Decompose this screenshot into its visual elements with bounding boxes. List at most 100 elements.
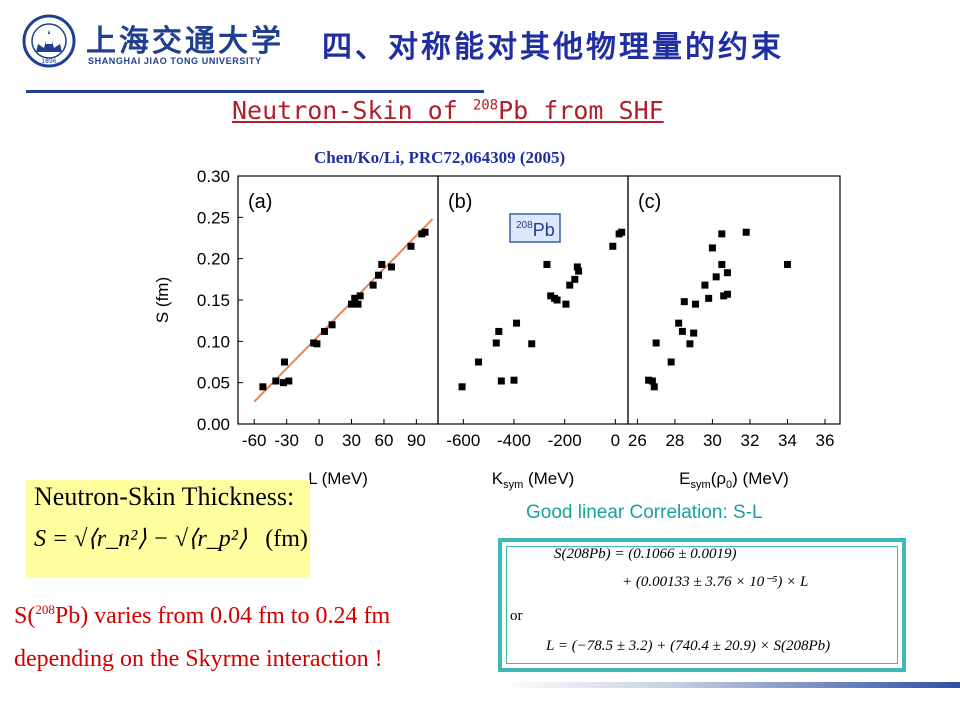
x-label-rest: ) (MeV) xyxy=(732,469,789,488)
data-point xyxy=(407,242,415,250)
varies-post: Pb) varies from 0.04 fm to 0.24 fm xyxy=(54,603,391,629)
y-tick-label: 0.10 xyxy=(197,332,230,351)
footer-rule xyxy=(0,682,960,688)
x-label-rest: (MeV) xyxy=(523,469,574,488)
x-tick-label: 26 xyxy=(628,431,647,450)
variation-statement-line1: S(208Pb) varies from 0.04 fm to 0.24 fm xyxy=(14,602,390,630)
fit-equation-box: S(208Pb) = (0.1066 ± 0.0019) + (0.00133 … xyxy=(498,538,906,672)
skin-equation-unit: (fm) xyxy=(265,526,308,552)
x-tick-label: 0 xyxy=(314,431,323,450)
panel-label: (c) xyxy=(638,191,661,213)
data-point xyxy=(573,263,581,271)
x-tick-label: 30 xyxy=(703,431,722,450)
y-tick-label: 0.05 xyxy=(197,374,230,393)
inset-label-rest: Pb xyxy=(533,220,555,240)
university-emblem-icon: 1896 xyxy=(22,14,76,68)
x-tick-label: 60 xyxy=(374,431,393,450)
data-point xyxy=(645,376,653,384)
data-point xyxy=(421,228,429,236)
data-point xyxy=(650,383,658,391)
data-point xyxy=(272,377,280,385)
data-point xyxy=(690,329,698,337)
x-tick-label: -600 xyxy=(446,431,480,450)
subtitle-pre: Neutron-Skin of xyxy=(232,96,473,125)
data-point xyxy=(652,339,660,347)
y-tick-label: 0.00 xyxy=(197,415,230,434)
x-axis-label: Esym(ρ0) (MeV) xyxy=(679,469,789,491)
y-axis-label: S (fm) xyxy=(153,277,172,323)
data-point xyxy=(378,260,386,268)
logo-year: 1896 xyxy=(41,58,56,65)
x-tick-label: 90 xyxy=(407,431,426,450)
data-point xyxy=(354,300,362,308)
x-tick-label: 0 xyxy=(611,431,620,450)
panel-label: (a) xyxy=(248,191,272,213)
data-point xyxy=(285,377,293,385)
data-point xyxy=(675,319,683,327)
data-point xyxy=(375,271,383,279)
fit-equation-line1: S(208Pb) = (0.1066 ± 0.0019) xyxy=(554,546,737,562)
inset-label: 208Pb xyxy=(516,220,555,240)
data-point xyxy=(667,358,675,366)
data-point xyxy=(723,290,731,298)
x-tick-label: -400 xyxy=(497,431,531,450)
university-name-chinese: 上海交通大学 xyxy=(86,24,284,59)
x-label-sub: sym xyxy=(691,479,711,491)
skin-thickness-definition-box: Neutron-Skin Thickness: S = √⟨r_n²⟩ − √⟨… xyxy=(26,480,310,578)
panel-frame xyxy=(437,175,629,425)
data-point xyxy=(708,244,716,252)
skin-thickness-equation: S = √⟨r_n²⟩ − √⟨r_p²⟩ (fm) xyxy=(34,524,308,553)
data-point xyxy=(553,296,561,304)
skin-thickness-title: Neutron-Skin Thickness: xyxy=(34,482,295,511)
data-point xyxy=(513,319,521,327)
x-label-sub: sym xyxy=(503,479,523,491)
linear-fit-line xyxy=(253,218,434,403)
panel-1: -60 -30 0 30 60 90 (a) L (MeV) 0.00 0.05 0.10 0.15 0… xyxy=(153,167,439,488)
variation-statement-line2: depending on the Skyrme interaction ! xyxy=(14,646,383,672)
correlation-caption: Good linear Correlation: S-L xyxy=(526,502,763,523)
data-point xyxy=(680,298,688,306)
data-point xyxy=(720,292,728,300)
x-tick-label: -30 xyxy=(274,431,299,450)
data-point xyxy=(458,383,466,391)
header-divider xyxy=(26,90,484,93)
data-point xyxy=(783,260,791,268)
fit-or-label: or xyxy=(510,608,523,624)
data-point xyxy=(388,263,396,271)
data-point xyxy=(686,340,694,348)
university-name-english: SHANGHAI JIAO TONG UNIVERSITY xyxy=(88,56,262,66)
data-point xyxy=(571,275,579,283)
data-point xyxy=(351,294,359,302)
subtitle-post: Pb from SHF xyxy=(498,96,664,125)
x-tick-label: -60 xyxy=(242,431,267,450)
slide-subtitle: Neutron-Skin of 208Pb from SHF xyxy=(232,96,664,125)
varies-pre: S( xyxy=(14,603,36,629)
inset-label-sup: 208 xyxy=(516,220,533,231)
data-point xyxy=(492,339,500,347)
data-point xyxy=(705,294,713,302)
data-point xyxy=(279,379,287,387)
panel-3: 26 28 30 32 34 36 (c) Esym(ρ0) (MeV) xyxy=(627,175,841,491)
panel-label: (b) xyxy=(448,191,472,213)
x-tick-label: 30 xyxy=(342,431,361,450)
data-point xyxy=(369,281,377,289)
y-tick-label: 0.25 xyxy=(197,208,230,227)
data-point xyxy=(723,269,731,277)
data-point xyxy=(718,260,726,268)
data-point xyxy=(566,281,574,289)
page-title: 四、对称能对其他物理量的约束 xyxy=(322,30,784,65)
data-point xyxy=(648,377,656,385)
x-label-rest: (ρ xyxy=(711,469,726,488)
data-point xyxy=(701,281,709,289)
x-tick-label: 34 xyxy=(778,431,797,450)
data-point xyxy=(562,300,570,308)
skin-equation-body: S = √⟨r_n²⟩ − √⟨r_p²⟩ xyxy=(34,526,248,552)
data-point xyxy=(495,327,503,335)
data-point xyxy=(356,292,364,300)
x-tick-label: 36 xyxy=(816,431,835,450)
skin-correlation-chart: -60 -30 0 30 60 90 (a) L (MeV) 0.00 0.05 0.10 0.15 0… xyxy=(153,167,841,491)
fit-box-inner-border xyxy=(506,546,898,664)
data-point xyxy=(718,230,726,238)
data-point xyxy=(528,340,536,348)
y-tick-label: 0.30 xyxy=(197,167,230,186)
